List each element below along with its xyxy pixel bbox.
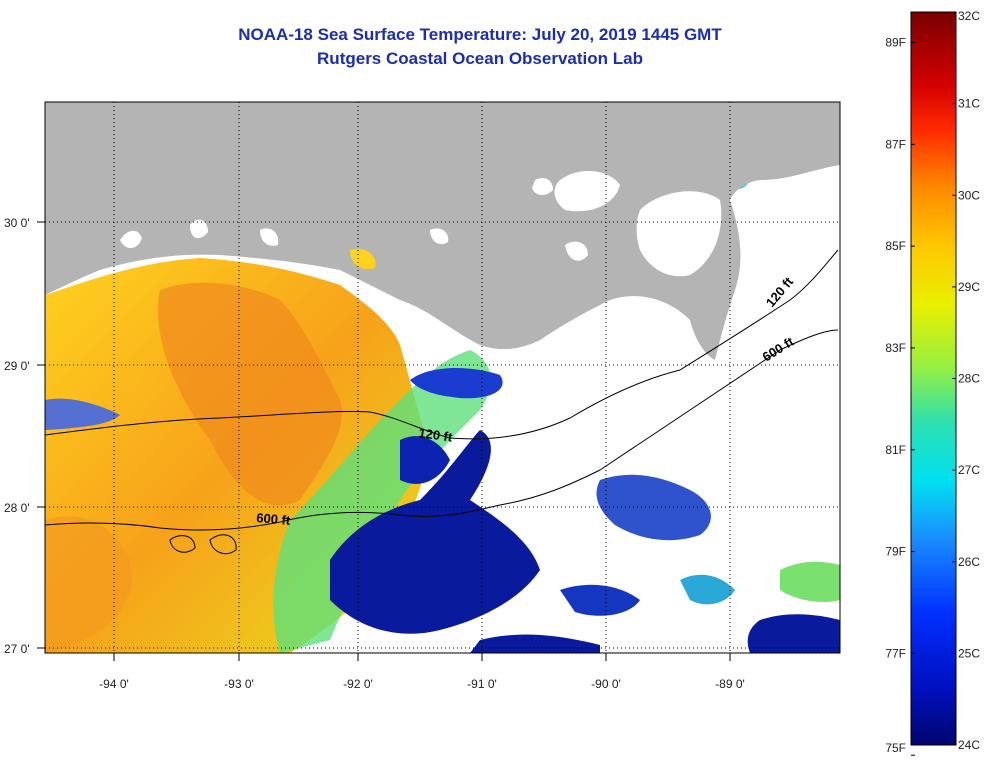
- sst-orange-core: [158, 282, 342, 506]
- sst-cold-pool: [330, 430, 540, 634]
- colorbar-fahrenheit-label: 81F: [885, 443, 906, 457]
- map-subtitle: Rutgers Coastal Ocean Observation Lab: [317, 49, 643, 68]
- map-title: NOAA-18 Sea Surface Temperature: July 20…: [238, 25, 722, 44]
- colorbar-celsius-label: 30C: [958, 188, 980, 202]
- lat-label-30: 30 0': [4, 216, 30, 230]
- lat-label-28: 28 0': [4, 501, 30, 515]
- colorbar-celsius-label: 29C: [958, 280, 980, 294]
- lon-label-93: -93 0': [224, 677, 254, 691]
- colorbar-fahrenheit-label: 89F: [885, 36, 906, 50]
- lon-label-94: -94 0': [99, 677, 129, 691]
- colorbar: 32C 31C 30C 29C 28C 27C 26C 25C 24C 89F 87F 85F 83F…: [885, 9, 980, 756]
- colorbar-celsius-label: 32C: [958, 9, 980, 23]
- colorbar-gradient: [910, 11, 957, 746]
- plot-area: [45, 102, 840, 653]
- colorbar-celsius-label: 31C: [958, 97, 980, 111]
- colorbar-fahrenheit-label: 87F: [885, 137, 906, 151]
- colorbar-fahrenheit-label: 75F: [885, 741, 906, 755]
- sst-transition-belt: [273, 350, 491, 653]
- lat-label-29: 29 0': [4, 359, 30, 373]
- colorbar-fahrenheit-label: 83F: [885, 341, 906, 355]
- lat-label-27: 27 0': [4, 642, 30, 656]
- colorbar-fahrenheit-label: 77F: [885, 646, 906, 660]
- graticule: [45, 102, 840, 653]
- contour-label-120-mid: 120 ft: [418, 425, 454, 445]
- colorbar-fahrenheit-label: 85F: [885, 239, 906, 253]
- tick-marks: [37, 221, 731, 661]
- contour-120ft-west: [45, 249, 839, 440]
- colorbar-fahrenheit-label: 79F: [885, 545, 906, 559]
- colorbar-celsius-label: 26C: [958, 555, 980, 569]
- lon-label-90: -90 0': [591, 677, 621, 691]
- contour-label-600-mid: 600 ft: [256, 510, 292, 528]
- lon-label-89: -89 0': [715, 677, 745, 691]
- colorbar-celsius-label: 28C: [958, 372, 980, 386]
- lon-label-91: -91 0': [467, 677, 497, 691]
- colorbar-celsius-label: 24C: [958, 738, 980, 752]
- lon-label-92: -92 0': [343, 677, 373, 691]
- colorbar-celsius-label: 25C: [958, 646, 980, 660]
- contour-600ft: [45, 329, 839, 531]
- plot-frame: [44, 101, 841, 654]
- colorbar-celsius-label: 27C: [958, 463, 980, 477]
